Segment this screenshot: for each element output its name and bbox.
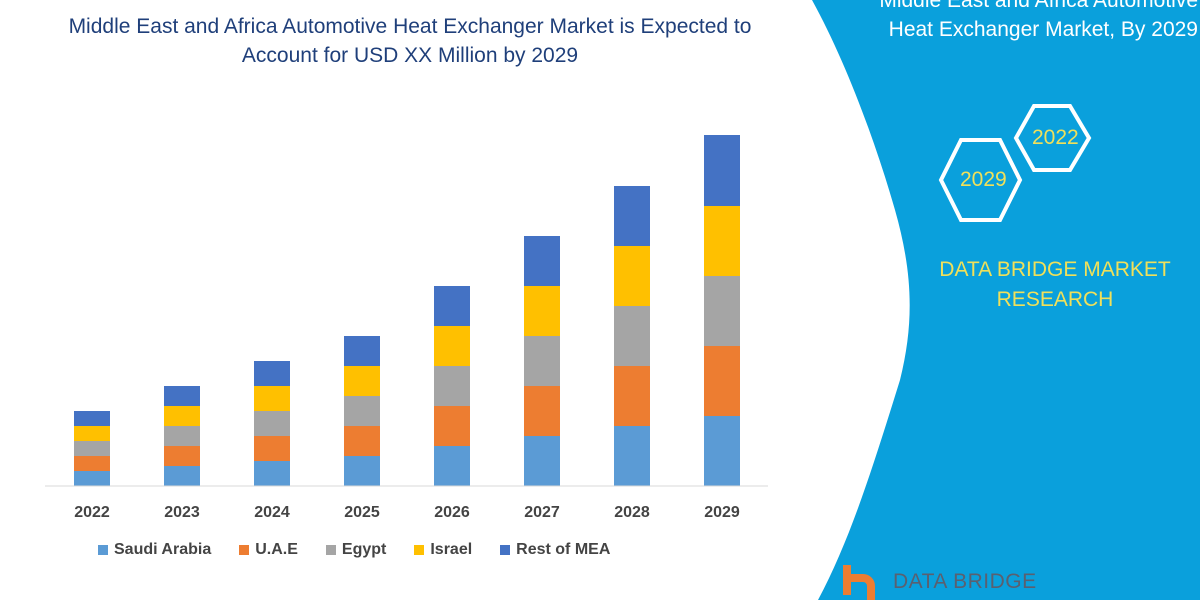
legend-swatch: [500, 545, 511, 555]
bar-segment-u-a-e-2027: [524, 386, 560, 436]
legend-label: U.A.E: [255, 541, 298, 558]
legend-label: Rest of MEA: [516, 541, 611, 558]
brand-line: DATA BRIDGE MARKET: [939, 258, 1171, 281]
x-tick-label: 2025: [344, 504, 380, 521]
x-tick-label: 2023: [164, 504, 200, 521]
x-tick-label: 2029: [704, 504, 740, 521]
bar-segment-saudi-arabia-2023: [164, 466, 200, 486]
logo-text: DATA BRIDGE: [893, 570, 1037, 593]
legend-swatch: [98, 545, 108, 555]
bar-segment-u-a-e-2026: [434, 406, 470, 446]
bar-segment-egypt-2024: [254, 411, 290, 436]
x-tick-label: 2028: [614, 504, 650, 521]
bar-segment-saudi-arabia-2026: [434, 446, 470, 486]
bar-segment-israel-2029: [704, 206, 740, 276]
bar-segment-egypt-2025: [344, 396, 380, 426]
x-tick-label: 2027: [524, 504, 560, 521]
bar-segment-israel-2025: [344, 366, 380, 396]
side-title-line: Heat Exchanger Market, By 2029: [888, 18, 1198, 41]
bar-segment-saudi-arabia-2024: [254, 461, 290, 486]
bar-segment-egypt-2029: [704, 276, 740, 346]
bar-segment-israel-2024: [254, 386, 290, 411]
x-tick-label: 2024: [254, 504, 290, 521]
bar-segment-israel-2028: [614, 246, 650, 306]
bar-segment-rest-of-mea-2028: [614, 186, 650, 246]
bar-segment-saudi-arabia-2022: [74, 471, 110, 486]
bar-segment-egypt-2022: [74, 441, 110, 456]
x-tick-label: 2026: [434, 504, 470, 521]
bar-segment-saudi-arabia-2029: [704, 416, 740, 486]
bar-segment-rest-of-mea-2027: [524, 236, 560, 286]
bar-segment-rest-of-mea-2022: [74, 411, 110, 426]
side-panel: [812, 0, 1200, 600]
bar-segment-rest-of-mea-2023: [164, 386, 200, 406]
hex-label-2022: 2022: [1032, 126, 1079, 149]
bar-segment-rest-of-mea-2029: [704, 135, 740, 206]
side-panel-title: Middle East and Africa Automotive Heat E…: [830, 0, 1198, 44]
bar-segment-u-a-e-2022: [74, 456, 110, 471]
title-line: Middle East and Africa Automotive Heat E…: [68, 15, 752, 38]
bar-segment-rest-of-mea-2024: [254, 361, 290, 386]
bar-segment-u-a-e-2023: [164, 446, 200, 466]
chart-title: Middle East and Africa Automotive Heat E…: [20, 12, 800, 70]
legend-swatch: [325, 545, 336, 555]
bar-segment-saudi-arabia-2025: [344, 456, 380, 486]
bar-segment-egypt-2026: [434, 366, 470, 406]
hex-label-2029: 2029: [960, 168, 1007, 191]
legend-item: Israel: [414, 541, 472, 559]
bar-segment-saudi-arabia-2028: [614, 426, 650, 486]
legend-item: Rest of MEA: [500, 541, 610, 559]
bar-segment-israel-2022: [74, 426, 110, 441]
bar-segment-rest-of-mea-2025: [344, 336, 380, 366]
x-tick-label: 2022: [74, 504, 110, 521]
hexagon-2022: [1013, 104, 1092, 172]
title-line: Account for USD XX Million by 2029: [241, 44, 579, 67]
brand-text: DATA BRIDGE MARKET RESEARCH: [920, 255, 1190, 315]
bar-segment-u-a-e-2028: [614, 366, 650, 426]
legend-swatch: [414, 545, 425, 555]
side-title-line: Middle East and Africa Automotive: [879, 0, 1198, 12]
bar-segment-u-a-e-2029: [704, 346, 740, 416]
logo-icon: [843, 565, 875, 600]
hexagon-2029: [938, 138, 1023, 222]
legend-label: Egypt: [341, 541, 387, 558]
brand-line: RESEARCH: [996, 288, 1114, 311]
legend-item: U.A.E: [239, 541, 298, 559]
bar-segment-egypt-2023: [164, 426, 200, 446]
legend-label: Saudi Arabia: [114, 541, 212, 558]
legend: Saudi Arabia U.A.E Egypt Israel Rest of MEA: [98, 541, 638, 559]
legend-item: Egypt: [325, 541, 387, 559]
legend-label: Israel: [430, 541, 473, 558]
bar-segment-israel-2027: [524, 286, 560, 336]
legend-item: Saudi Arabia: [98, 541, 211, 559]
bar-segment-egypt-2027: [524, 336, 560, 386]
bar-segment-israel-2023: [164, 406, 200, 426]
bar-segment-egypt-2028: [614, 306, 650, 366]
legend-swatch: [239, 545, 250, 555]
stacked-bar-chart: 2022 2023 2024 2025 2026 2027 2028 2029: [45, 135, 768, 521]
bar-segment-saudi-arabia-2027: [524, 436, 560, 486]
bar-segment-israel-2026: [434, 326, 470, 366]
bar-segment-u-a-e-2024: [254, 436, 290, 461]
bar-segment-u-a-e-2025: [344, 426, 380, 456]
bar-segment-rest-of-mea-2026: [434, 286, 470, 326]
